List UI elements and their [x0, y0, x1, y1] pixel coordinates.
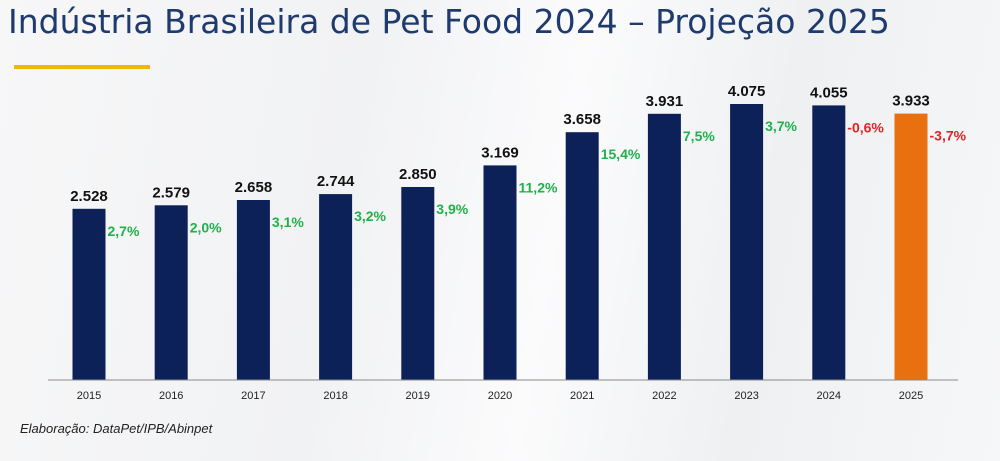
bar-2016 — [154, 205, 188, 380]
growth-label-2022: 7,5% — [683, 128, 715, 144]
growth-label-2016: 2,0% — [190, 219, 222, 235]
value-label-2020: 3.169 — [481, 144, 519, 161]
growth-label-2023: 3,7% — [765, 118, 797, 134]
growth-label-2021: 15,4% — [601, 146, 641, 162]
x-tick-label-2024: 2024 — [817, 390, 841, 402]
bar-2024 — [812, 105, 846, 381]
x-tick-label-2015: 2015 — [77, 390, 101, 402]
value-label-2017: 2.658 — [235, 179, 273, 196]
x-tick-label-2017: 2017 — [241, 390, 265, 402]
x-tick-label-2023: 2023 — [734, 390, 758, 402]
title-accent-line — [14, 65, 150, 69]
page-title: Indústria Brasileira de Pet Food 2024 – … — [8, 2, 890, 41]
value-label-2023: 4.075 — [728, 83, 766, 100]
growth-label-2024: -0,6% — [847, 119, 884, 135]
growth-label-2017: 3,1% — [272, 214, 304, 230]
growth-label-2018: 3,2% — [354, 208, 386, 224]
value-label-2022: 3.931 — [646, 93, 684, 110]
value-label-2024: 4.055 — [810, 84, 848, 101]
value-label-2018: 2.744 — [317, 173, 355, 190]
bar-2019 — [401, 187, 435, 380]
bar-2018 — [319, 194, 353, 380]
value-label-2016: 2.579 — [152, 184, 190, 201]
growth-label-2015: 2,7% — [108, 223, 140, 239]
growth-label-2025: -3,7% — [930, 128, 967, 144]
bar-2017 — [236, 200, 270, 380]
growth-label-2020: 11,2% — [519, 179, 558, 195]
value-label-2015: 2.528 — [70, 188, 108, 205]
x-tick-label-2022: 2022 — [652, 390, 676, 402]
x-tick-label-2021: 2021 — [570, 390, 594, 402]
value-label-2021: 3.658 — [563, 111, 601, 128]
x-tick-label-2018: 2018 — [323, 390, 347, 402]
bar-2025 — [894, 113, 928, 380]
value-label-2025: 3.933 — [892, 93, 930, 110]
bar-2015 — [72, 208, 106, 380]
x-tick-label-2025: 2025 — [899, 390, 923, 402]
x-tick-label-2016: 2016 — [159, 390, 183, 402]
source-note: Elaboração: DataPet/IPB/Abinpet — [20, 421, 213, 436]
value-label-2019: 2.850 — [399, 166, 437, 183]
bar-2022 — [647, 113, 681, 381]
x-tick-label-2020: 2020 — [488, 390, 512, 402]
bar-2020 — [483, 165, 517, 380]
x-tick-label-2019: 2019 — [406, 390, 430, 402]
bar-2021 — [565, 132, 599, 380]
bar-2023 — [730, 104, 764, 380]
growth-label-2019: 3,9% — [436, 201, 468, 217]
